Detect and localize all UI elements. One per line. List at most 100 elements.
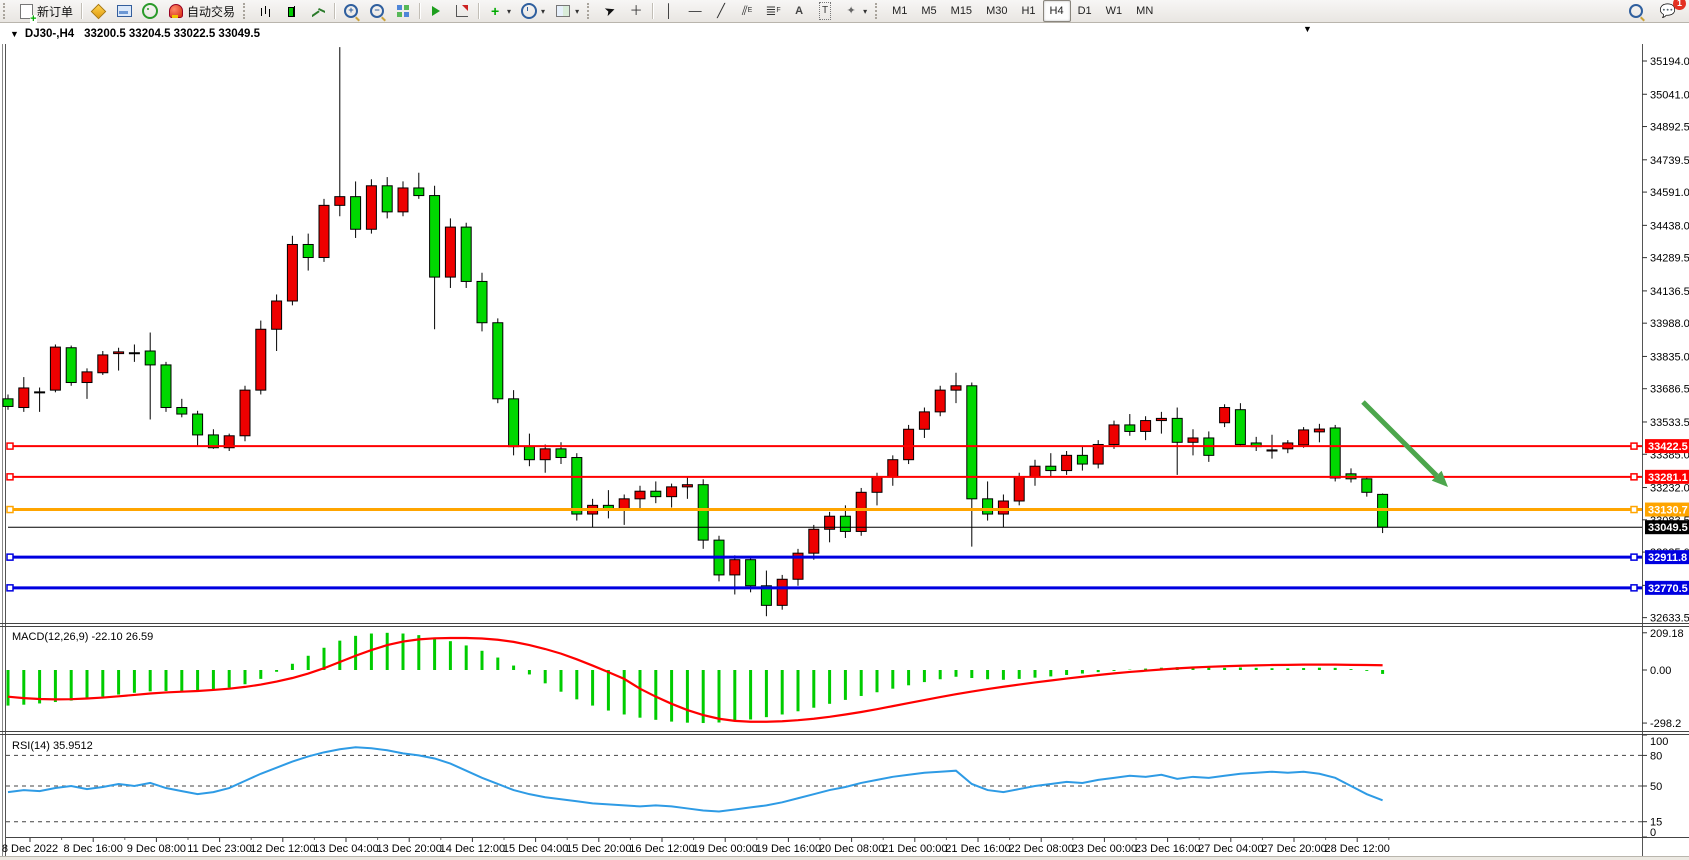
time-tick-label: 23 Dec 16:00 (1135, 843, 1200, 855)
auto-scroll-button[interactable] (423, 0, 449, 22)
toolbar-grip[interactable] (243, 3, 250, 19)
notifications-button[interactable]: 💬 1 (1655, 0, 1686, 22)
timeframe-m15[interactable]: M15 (950, 5, 973, 17)
candle-body (302, 243, 314, 259)
candle-body (1219, 407, 1231, 424)
signals-button[interactable] (137, 0, 163, 22)
candle-body (429, 195, 441, 278)
arrow-annotation[interactable] (1361, 400, 1448, 487)
fibonacci-icon: ≣ (765, 3, 781, 19)
zoom-out-button[interactable]: − (364, 0, 390, 22)
timeframe-m5[interactable]: M5 (921, 5, 937, 17)
horizontal-line-tool-button[interactable]: — (682, 0, 708, 22)
candle-body (839, 515, 851, 532)
time-tick-label: 16 Dec 12:00 (629, 843, 694, 855)
candle-body (950, 385, 962, 391)
candle-body (160, 364, 172, 409)
candle-body (1171, 417, 1183, 443)
rsi-line (7, 746, 1383, 813)
crosshair-icon: ＋ (629, 3, 643, 18)
timeframe-m1[interactable]: M1 (892, 5, 908, 17)
fibonacci-tool-button[interactable]: ≣ (760, 0, 786, 22)
candle-body (413, 187, 425, 197)
chart-symbol-title: DJ30-,H4 (24, 27, 75, 40)
chart-shift-button[interactable] (449, 0, 475, 22)
indicators-button[interactable]: + ▾ (482, 0, 516, 22)
time-tick-label: 22 Dec 08:00 (1008, 843, 1073, 855)
candle-body (729, 559, 741, 576)
candle-body (1140, 420, 1152, 432)
toolbar-grip[interactable] (587, 3, 594, 19)
line-chart-button[interactable] (305, 0, 331, 22)
candle-body (49, 346, 61, 391)
new-order-label: 新订单 (37, 4, 74, 19)
price-badge (1645, 580, 1689, 595)
candle-body (1029, 465, 1041, 478)
toolbar-grip[interactable] (3, 3, 10, 19)
chart-expand-icon[interactable]: ▼ (10, 28, 19, 39)
channel-tool-button[interactable]: ⫽ (734, 0, 760, 22)
price-tick-label: 34136.5 (1650, 286, 1689, 298)
toolbar-grip[interactable] (875, 3, 882, 19)
auto-trading-icon (168, 3, 184, 19)
candle-body (918, 411, 930, 430)
line-handle[interactable] (1630, 473, 1638, 481)
cursor-tool-button[interactable]: ➤ (597, 0, 623, 22)
time-tick-label: 21 Dec 16:00 (945, 843, 1010, 855)
shapes-tool-button[interactable]: ✦ ▾ (838, 0, 872, 22)
pane-separator-1[interactable] (0, 623, 1689, 627)
chart-title-bar: ▼ DJ30-,H4 33200.5 33204.5 33022.5 33049… (0, 23, 1689, 44)
line-handle[interactable] (1630, 584, 1638, 592)
search-button[interactable] (1623, 0, 1649, 22)
timeframe-mn[interactable]: MN (1136, 5, 1154, 17)
tile-windows-button[interactable] (390, 0, 416, 22)
line-handle[interactable] (6, 505, 14, 514)
price-tick-label: 35194.0 (1650, 56, 1689, 68)
price-tick-label: 33988.0 (1650, 318, 1689, 330)
signal-icon (142, 3, 159, 19)
line-handle[interactable] (6, 553, 14, 561)
line-handle[interactable] (1630, 553, 1638, 561)
line-handle[interactable] (6, 473, 14, 481)
new-order-button[interactable]: 新订单 (13, 0, 78, 23)
line-handle[interactable] (1630, 505, 1638, 514)
templates-button[interactable]: ▾ (550, 0, 584, 22)
time-tick-label: 23 Dec 00:00 (1072, 843, 1137, 855)
timeframe-d1[interactable]: D1 (1077, 5, 1092, 17)
candle-body (760, 585, 772, 606)
bar-chart-button[interactable] (253, 0, 279, 22)
cursor-icon: ➤ (602, 1, 618, 20)
line-handle[interactable] (6, 442, 14, 450)
price-badge (1645, 469, 1689, 484)
price-tick-label: 34289.5 (1650, 253, 1689, 265)
timeframe-w1[interactable]: W1 (1105, 5, 1123, 17)
candle-body (2, 398, 14, 407)
candle-body (397, 187, 409, 213)
charts-window-button[interactable] (111, 0, 137, 22)
pane-separator-2[interactable] (0, 731, 1689, 735)
chart-menu-arrow-icon[interactable]: ▼ (1303, 24, 1312, 34)
chart-area[interactable]: 35194.0 35041.0 34892.5 34739.5 34591.0 34438… (0, 44, 1689, 856)
candle-body (334, 196, 346, 206)
zoom-in-button[interactable]: + (338, 0, 364, 22)
candle-body (176, 407, 188, 415)
rsi-tick-label: 100 (1650, 736, 1668, 748)
auto-trading-button[interactable]: 自动交易 (163, 0, 240, 22)
line-handle[interactable] (1630, 442, 1638, 450)
candle-body (1108, 424, 1120, 445)
text-tool-button[interactable]: A (786, 0, 812, 22)
timeframe-m30[interactable]: M30 (986, 5, 1008, 17)
candle-body (350, 196, 362, 230)
line-handle[interactable] (6, 584, 14, 592)
favorites-button[interactable] (85, 0, 111, 22)
time-tick-label: 9 Dec 08:00 (127, 843, 186, 855)
status-bar (0, 856, 1689, 860)
periods-button[interactable]: ▾ (516, 0, 550, 22)
timeframe-h1[interactable]: H1 (1021, 5, 1036, 17)
candlestick-chart-button[interactable] (279, 0, 305, 22)
crosshair-tool-button[interactable]: ＋ (623, 0, 649, 22)
vertical-line-tool-button[interactable]: │ (656, 0, 682, 22)
text-label-tool-button[interactable]: T (812, 0, 838, 22)
timeframe-h4[interactable]: H4 (1042, 0, 1071, 22)
trendline-tool-button[interactable]: ╱ (708, 0, 734, 22)
